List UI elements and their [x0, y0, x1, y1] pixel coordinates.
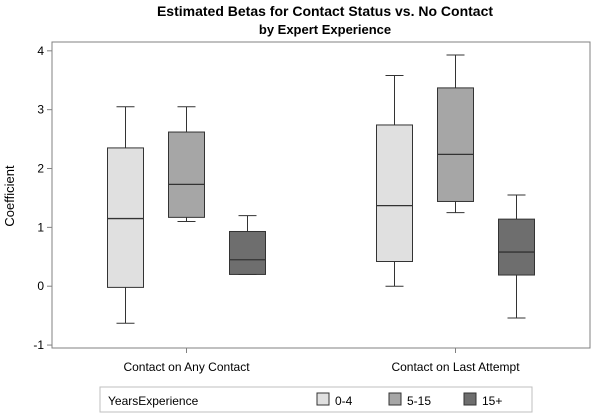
box-0-4-1	[376, 75, 413, 287]
legend-label: 0-4	[335, 394, 353, 408]
legend-label: 15+	[482, 394, 502, 408]
box-0-4-0	[107, 106, 144, 324]
iqr-box	[376, 124, 413, 262]
y-axis-label: Coefficient	[2, 165, 17, 227]
iqr-box	[437, 87, 474, 202]
legend-swatch	[388, 392, 402, 406]
legend-swatch	[463, 392, 477, 406]
box-5-15-0	[168, 106, 205, 222]
iqr-box	[498, 218, 535, 276]
legend: 0-4 5-15 15+	[316, 392, 502, 408]
y-axis: -1 0 1 2 3 4	[33, 44, 52, 352]
legend-title: YearsExperience	[108, 394, 199, 408]
y-tick-label: -1	[33, 338, 44, 352]
legend-item-5-15: 5-15	[388, 392, 431, 408]
legend-label: 5-15	[407, 394, 431, 408]
chart-subtitle: by Expert Experience	[259, 22, 391, 37]
box-5-15-1	[437, 54, 474, 214]
chart-title: Estimated Betas for Contact Status vs. N…	[157, 3, 493, 19]
box-15+-0	[229, 215, 266, 275]
legend-item-15+: 15+	[463, 392, 502, 408]
legend-item-0-4: 0-4	[316, 392, 353, 408]
box-15+-1	[498, 194, 535, 319]
y-tick-label: 1	[37, 220, 44, 234]
iqr-box	[229, 230, 266, 275]
x-tick-label: Contact on Last Attempt	[391, 360, 520, 374]
iqr-box	[107, 147, 144, 288]
legend-frame	[99, 386, 533, 413]
plot-area-frame	[51, 41, 591, 349]
y-tick-label: 3	[37, 103, 44, 117]
y-tick-label: 0	[37, 279, 44, 293]
y-tick-label: 4	[37, 44, 44, 58]
box-series-group	[107, 54, 535, 324]
x-axis: Contact on Any Contact Contact on Last At…	[123, 348, 520, 374]
x-tick-label: Contact on Any Contact	[123, 360, 250, 374]
legend-swatch	[316, 392, 330, 406]
y-tick-label: 2	[37, 162, 44, 176]
iqr-box	[168, 131, 205, 218]
